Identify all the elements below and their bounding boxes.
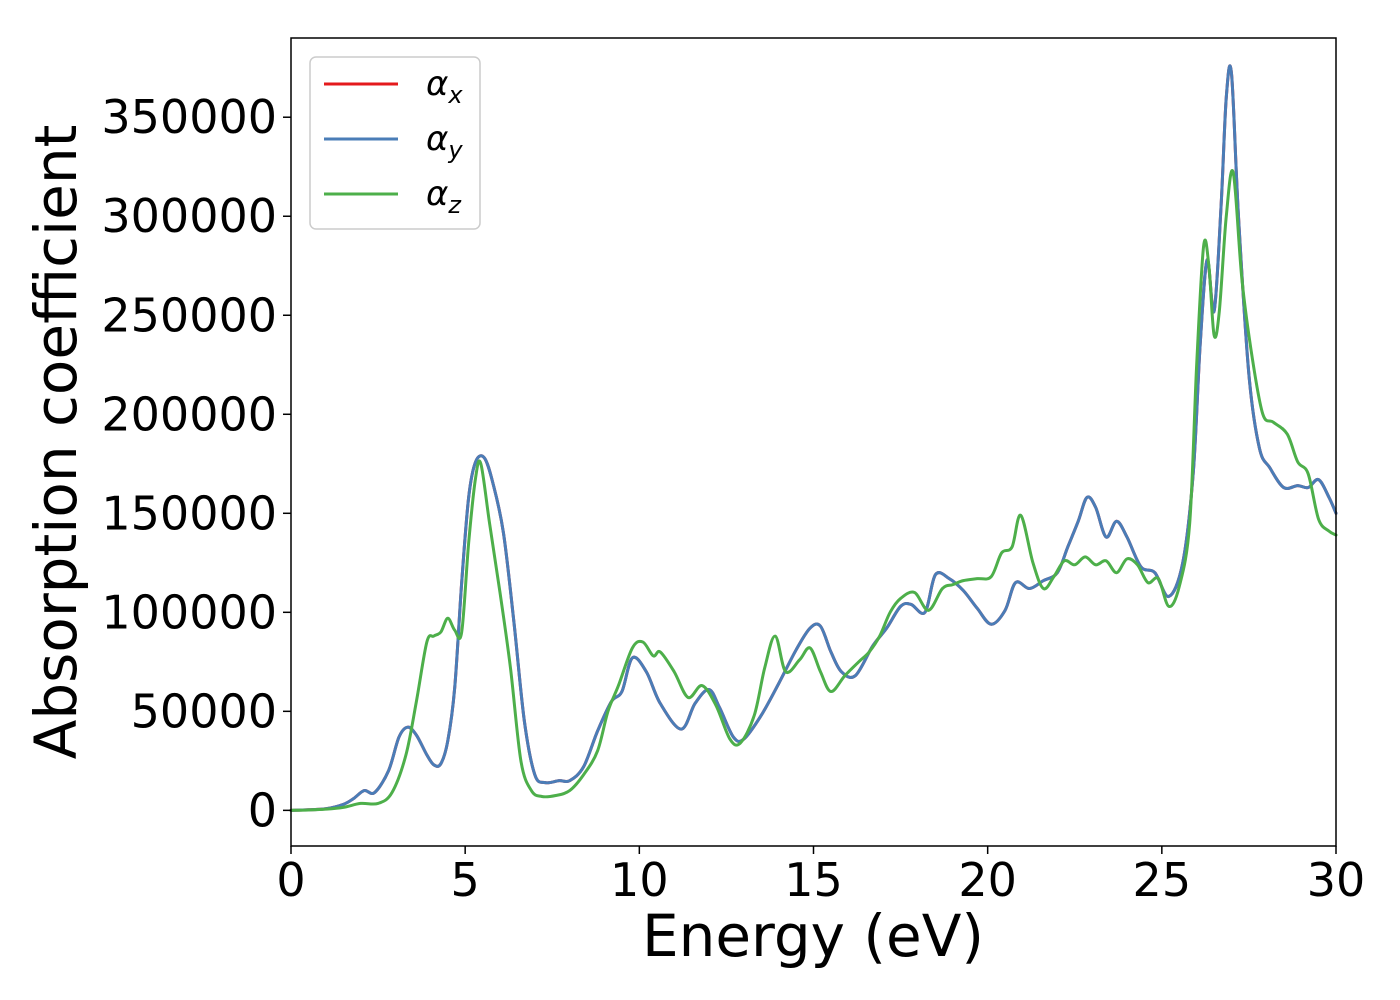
legend-label-x: αx [426,64,463,109]
legend: αx αy αz [309,56,481,230]
x-axis-title: Energy (eV) [642,902,984,970]
y-axis: 0 50000 100000 150000 200000 250000 300000 3500… [101,90,291,837]
y-tick-label: 250000 [101,288,277,342]
x-tick-label: 0 [276,853,305,907]
y-tick-label: 350000 [101,90,277,144]
y-tick-label: 50000 [131,684,277,738]
y-tick-label: 300000 [101,189,277,243]
x-tick-label: 15 [784,853,843,907]
legend-box [309,56,481,230]
series-layer [289,64,1338,812]
x-tick-label: 5 [451,853,480,907]
x-tick-label: 10 [610,853,669,907]
y-tick-label: 0 [248,783,277,837]
legend-items: αx αy αz [324,64,463,219]
y-axis-title: Absorption coefficient [22,125,90,760]
x-tick-label: 20 [958,853,1017,907]
legend-label-y: αy [426,119,463,164]
x-tick-label: 25 [1133,853,1192,907]
y-tick-label: 150000 [101,486,277,540]
y-tick-label: 200000 [101,387,277,441]
x-axis: 0 5 10 15 20 25 30 [276,846,1365,907]
y-tick-label: 100000 [101,585,277,639]
legend-label-z: αz [426,174,462,219]
series-line-z [289,169,1338,812]
x-tick-label: 30 [1307,853,1366,907]
